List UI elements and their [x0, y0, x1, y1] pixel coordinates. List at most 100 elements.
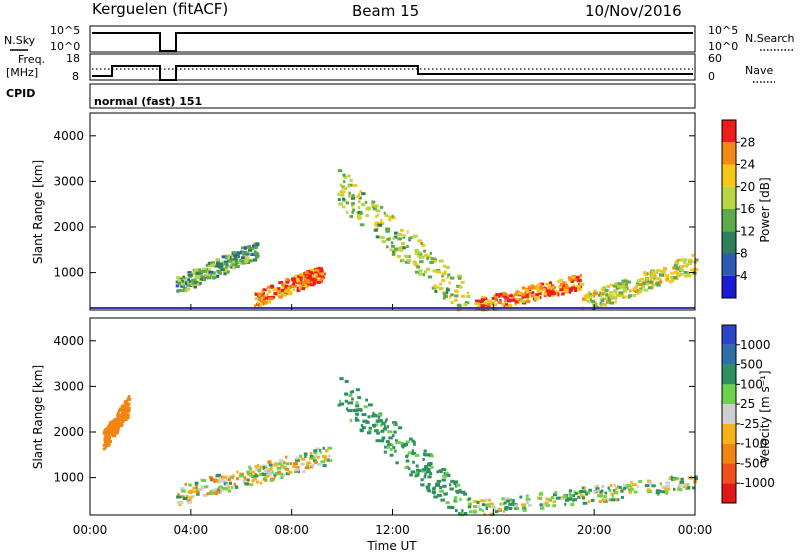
data-cell: [342, 205, 346, 209]
data-cell: [667, 487, 670, 491]
cpid-panel-frame: [89, 83, 696, 109]
data-cell: [302, 470, 306, 474]
data-cell: [291, 277, 296, 281]
data-cell: [352, 208, 355, 212]
data-cell: [577, 495, 581, 499]
x-tick-label: 00:00: [73, 523, 108, 537]
data-cell: [116, 411, 120, 415]
colorbar-tick-label: 1000: [740, 338, 771, 352]
data-cell: [427, 462, 430, 466]
data-cell: [562, 494, 568, 498]
colorbar-tick-label: 12: [740, 224, 755, 238]
data-cell: [264, 301, 268, 305]
data-cell: [422, 468, 426, 472]
data-cell: [102, 447, 106, 451]
data-cell: [236, 251, 241, 255]
data-cell: [386, 425, 390, 429]
data-cell: [649, 271, 653, 275]
data-cell: [348, 194, 353, 198]
data-cell: [620, 285, 624, 289]
data-cell: [449, 276, 455, 280]
data-cell: [585, 492, 588, 496]
data-cell: [415, 471, 418, 475]
data-cell: [527, 503, 532, 507]
data-cell: [353, 183, 358, 187]
data-cell: [223, 266, 229, 270]
colorbar-swatch: [722, 325, 736, 345]
data-cell: [240, 246, 245, 250]
data-cell: [218, 491, 223, 495]
data-cell: [662, 271, 666, 274]
data-cell: [599, 490, 602, 494]
data-cell: [515, 290, 520, 294]
data-cell: [386, 245, 389, 249]
colorbar-tick-label: -500: [740, 456, 767, 470]
data-cell: [570, 286, 576, 290]
data-cell: [359, 223, 365, 227]
data-cell: [195, 488, 198, 492]
data-cell: [400, 441, 404, 445]
data-cell: [361, 413, 367, 417]
data-cell: [312, 269, 317, 273]
data-cell: [180, 284, 185, 288]
data-cell: [270, 466, 273, 470]
data-cell: [206, 276, 212, 280]
data-cell: [627, 295, 631, 299]
data-cell: [568, 492, 572, 496]
data-cell: [568, 287, 572, 291]
data-cell: [680, 477, 684, 481]
data-cell: [610, 492, 615, 496]
nsky-label: N.Sky: [4, 34, 36, 47]
data-cell: [259, 472, 264, 476]
data-cell: [284, 289, 288, 293]
data-cell: [413, 442, 416, 446]
data-cell: [442, 264, 447, 268]
data-cell: [312, 451, 315, 455]
data-cell: [447, 505, 452, 509]
data-cell: [234, 485, 239, 489]
data-cell: [214, 264, 220, 268]
velocity-y-ticks: 1000 2000 3000 4000: [53, 334, 695, 485]
data-cell: [497, 301, 503, 304]
data-cell: [204, 485, 209, 489]
data-cell: [691, 253, 695, 257]
data-cell: [242, 480, 245, 483]
data-cell: [264, 478, 268, 482]
data-cell: [502, 502, 505, 506]
data-cell: [488, 299, 493, 303]
data-cell: [420, 478, 424, 482]
data-cell: [271, 470, 274, 474]
data-cell: [285, 462, 290, 466]
data-cell: [344, 399, 348, 403]
data-cell: [207, 268, 211, 272]
data-cell: [498, 295, 501, 298]
y-tick-label: 1000: [53, 266, 84, 280]
data-cell: [442, 484, 447, 488]
data-cell: [328, 458, 331, 462]
data-cell: [553, 286, 557, 290]
data-cell: [374, 223, 379, 227]
data-cell: [646, 488, 651, 492]
data-cell: [418, 269, 423, 273]
data-cell: [474, 307, 479, 311]
data-cell: [493, 299, 497, 303]
data-cell: [617, 284, 621, 288]
data-cell: [114, 422, 119, 426]
data-cell: [477, 307, 481, 311]
colorbar-tick-label: 500: [740, 358, 763, 372]
data-cell: [193, 268, 199, 272]
data-cell: [366, 431, 372, 435]
data-cell: [374, 414, 379, 418]
data-cell: [380, 205, 384, 209]
data-cell: [599, 301, 602, 305]
data-cell: [356, 412, 359, 416]
data-cell: [638, 289, 642, 292]
data-cell: [350, 196, 356, 200]
data-cell: [569, 494, 573, 498]
data-cell: [310, 272, 313, 276]
data-cell: [570, 503, 575, 507]
data-cell: [540, 506, 545, 510]
data-cell: [179, 277, 183, 281]
data-cell: [459, 497, 462, 501]
freq-left-tick-1: 8: [72, 70, 79, 83]
